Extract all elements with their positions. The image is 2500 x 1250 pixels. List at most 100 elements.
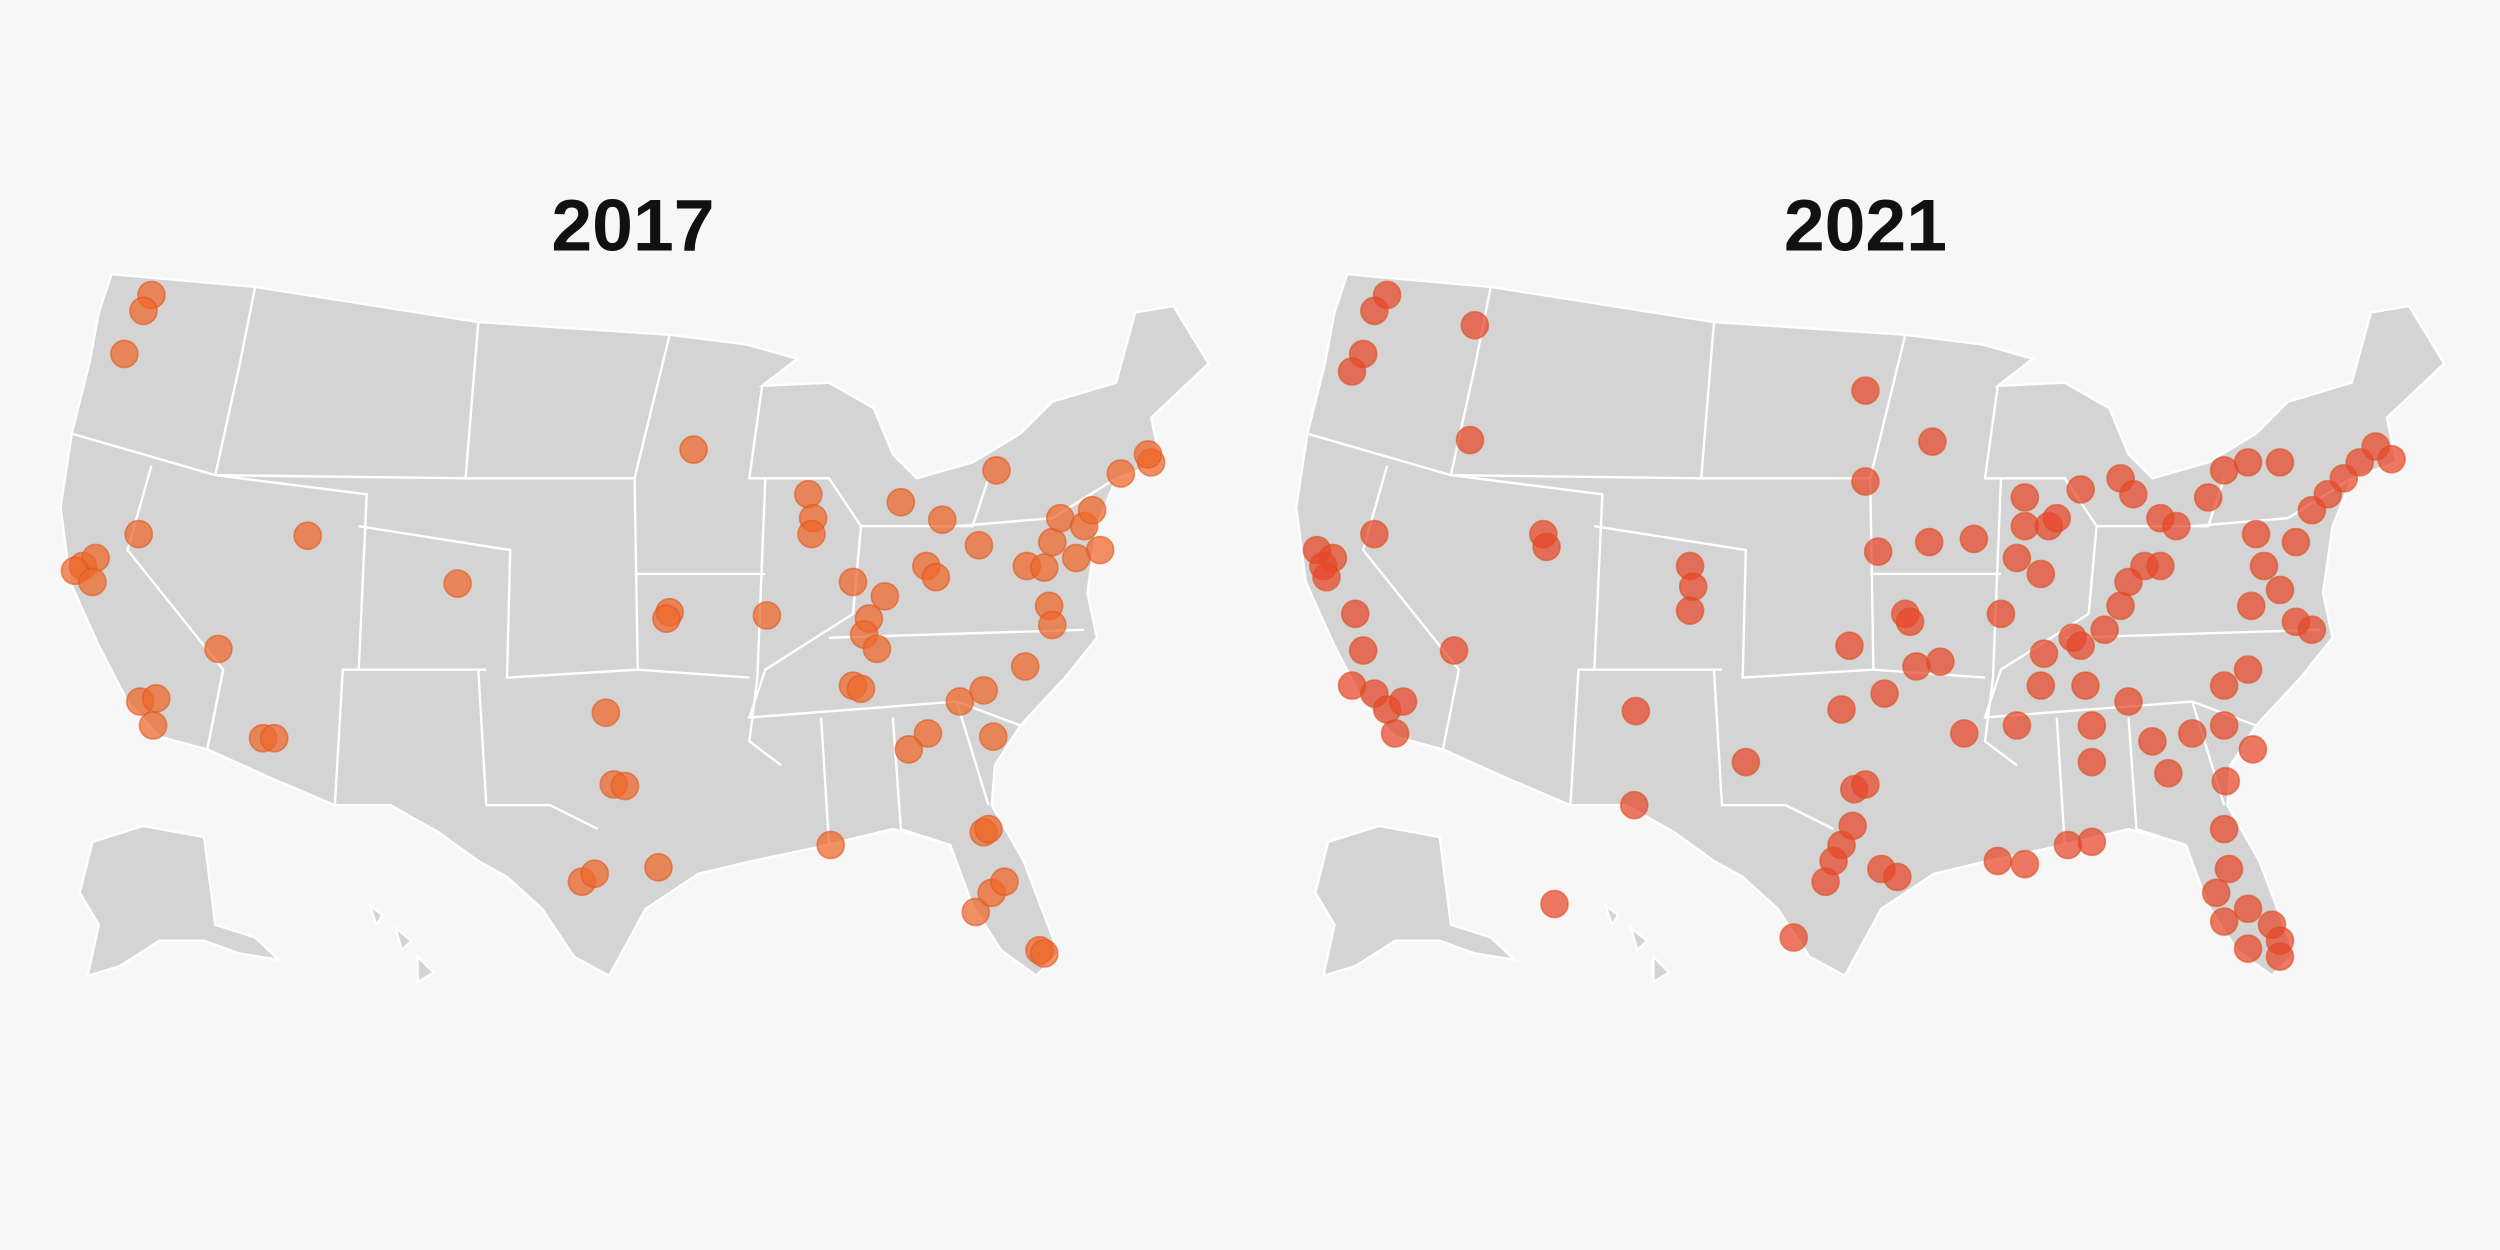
location-dot [78, 567, 107, 597]
location-dot [1061, 543, 1091, 573]
location-dot [443, 569, 472, 598]
location-dot [2114, 567, 2143, 597]
location-dot [2026, 559, 2056, 589]
location-dot [580, 859, 610, 889]
location-dot [2241, 519, 2271, 549]
location-dot [679, 435, 708, 464]
location-dot [1302, 535, 1332, 565]
location-dot [204, 634, 233, 664]
location-dot [816, 830, 846, 860]
location-dot [1348, 636, 1378, 665]
location-dot [990, 867, 1019, 897]
location-dot [293, 521, 323, 551]
location-dot [2090, 615, 2119, 645]
location-dot [2106, 591, 2135, 621]
location-dot [2193, 483, 2223, 512]
location-dot [1388, 687, 1418, 716]
location-dot [2377, 444, 2406, 474]
location-dot [2154, 758, 2183, 788]
location-dot [2209, 907, 2239, 936]
location-dot [838, 567, 868, 597]
location-dot [982, 455, 1011, 485]
location-dot [1926, 647, 1955, 677]
location-dot [1918, 427, 1947, 456]
location-dot [2209, 711, 2239, 740]
location-dot [1895, 607, 1925, 637]
location-dot [870, 581, 900, 611]
location-dot [2066, 631, 2096, 661]
location-dot [969, 676, 999, 705]
location-dot [2053, 830, 2083, 860]
location-dot [2233, 655, 2263, 684]
location-dot [1340, 599, 1370, 629]
location-dot [1010, 652, 1040, 681]
location-dot [978, 722, 1008, 751]
location-dot [2209, 814, 2239, 844]
location-dot [2114, 687, 2143, 716]
location-dot [591, 698, 621, 728]
location-dot [961, 897, 991, 927]
location-dot [1540, 889, 1569, 919]
location-dot [1851, 467, 1880, 496]
location-dot [2209, 455, 2239, 485]
location-dot [2238, 735, 2268, 764]
location-dot [2161, 511, 2191, 541]
location-dot [1914, 527, 1944, 557]
location-dot [1678, 572, 1708, 602]
location-dot [945, 687, 975, 716]
location-dot [1029, 553, 1059, 582]
location-dot [2249, 551, 2279, 581]
location-dot [138, 711, 168, 740]
location-dot [1360, 296, 1389, 326]
location-dot [1827, 695, 1856, 724]
location-dot [2010, 511, 2040, 541]
location-dot [927, 505, 957, 535]
location-dot [644, 852, 673, 882]
location-dot [2236, 591, 2266, 621]
location-dot [1827, 830, 1856, 860]
location-dot [2066, 475, 2096, 504]
us-map [59, 273, 1210, 984]
location-dot [964, 530, 994, 560]
location-dot [2042, 503, 2072, 533]
location-dot [2077, 747, 2107, 777]
location-dot [1037, 527, 1067, 557]
location-dot [1380, 719, 1410, 748]
location-dot [1731, 747, 1761, 777]
location-dot [752, 601, 782, 630]
location-dot [1863, 537, 1893, 567]
map-title: 2017 [551, 185, 714, 267]
location-dot [2211, 766, 2241, 796]
location-dot [2214, 854, 2244, 884]
location-dot [2002, 711, 2032, 740]
location-dot [2002, 543, 2032, 573]
location-dot [2233, 448, 2263, 477]
location-dot [1460, 310, 1490, 340]
location-dot [129, 296, 158, 326]
location-dot [1360, 519, 1389, 549]
location-dot [2265, 448, 2295, 477]
location-dot [124, 519, 154, 549]
location-dot [110, 339, 139, 369]
location-dot [2209, 671, 2239, 700]
location-dot [1106, 459, 1136, 488]
location-dot [141, 683, 171, 713]
location-dot [259, 723, 289, 753]
map-title: 2021 [1784, 185, 1947, 267]
location-dot [886, 487, 916, 517]
location-dot [2146, 551, 2175, 581]
location-dot [1133, 440, 1163, 469]
location-dot [610, 771, 640, 801]
location-dot [1455, 425, 1485, 455]
location-dot [1870, 679, 1899, 708]
location-dot [1619, 790, 1649, 820]
location-dot [2029, 639, 2059, 669]
location-dot [1439, 636, 1469, 665]
location-dot [1312, 562, 1341, 592]
location-dot [1045, 503, 1075, 533]
location-dot [1835, 631, 1864, 661]
location-dot [2233, 894, 2263, 924]
location-dot [2281, 527, 2311, 557]
